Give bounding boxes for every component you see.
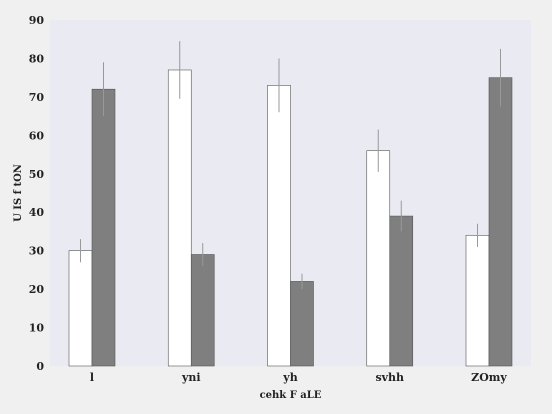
x-axis-label: cehk F aLE [260, 390, 322, 401]
y-tick-label: 90 [29, 14, 45, 27]
y-tick-label: 40 [29, 206, 45, 219]
x-tick-label: svhh [375, 371, 404, 384]
x-axis-ticks: l yni yh svhh ZOmy [90, 371, 508, 384]
y-tick-label: 30 [29, 245, 45, 258]
bar-1-1 [68, 250, 93, 367]
y-tick-label: 20 [29, 283, 45, 296]
y-tick-label: 50 [29, 168, 45, 181]
bar-1-3 [267, 85, 291, 367]
bar-2-4 [389, 215, 414, 367]
bar-2-1 [91, 88, 116, 367]
bars [68, 69, 513, 367]
x-tick-label: ZOmy [471, 371, 507, 384]
bar-1-2 [167, 69, 192, 367]
y-tick-label: 70 [29, 91, 45, 104]
y-tick-label: 60 [29, 129, 45, 142]
y-tick-label: 80 [29, 52, 45, 65]
x-tick-label: yni [181, 371, 201, 384]
y-axis-label: U IS f tON [13, 164, 24, 222]
x-tick-label: l [90, 371, 94, 384]
bar-1-5 [465, 234, 490, 367]
y-tick-label: 10 [29, 322, 45, 335]
bar-2-2 [190, 254, 215, 367]
y-tick-label: 0 [36, 360, 44, 373]
bar-2-3 [290, 281, 314, 367]
bar-1-4 [366, 150, 391, 367]
error-bars [80, 41, 501, 290]
x-tick-label: yh [282, 371, 297, 384]
bar-2-5 [488, 77, 513, 367]
y-axis-ticks: 0 10 20 30 40 50 60 70 80 90 [29, 14, 45, 373]
